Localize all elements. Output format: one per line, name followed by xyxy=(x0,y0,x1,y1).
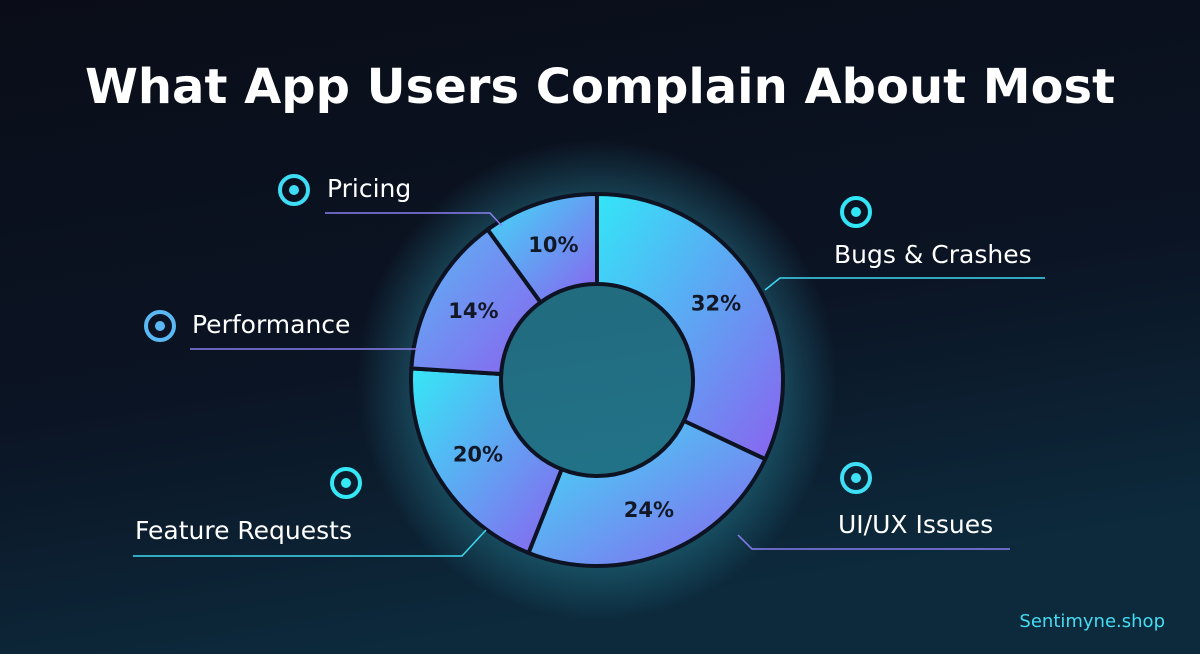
leader-line xyxy=(325,212,503,227)
category-label: Feature Requests xyxy=(135,516,352,545)
category-label: UI/UX Issues xyxy=(838,510,993,539)
category-label: Bugs & Crashes xyxy=(834,240,1032,269)
icon xyxy=(840,462,872,494)
footer: Sentimyne.shop xyxy=(1019,611,1165,632)
donut-slice xyxy=(484,191,599,306)
icon-dot xyxy=(341,478,351,488)
leader-line xyxy=(764,277,1045,291)
value-label: 10% xyxy=(528,233,578,257)
icon-dot xyxy=(851,207,861,217)
donut-slice xyxy=(409,366,565,556)
category-label: Performance xyxy=(192,310,350,339)
icon xyxy=(330,467,362,499)
value-label: 14% xyxy=(448,299,498,323)
donut-slice xyxy=(595,191,785,462)
leader-line xyxy=(133,529,487,557)
icon xyxy=(840,196,872,228)
value-label: 24% xyxy=(624,498,674,522)
icon-dot xyxy=(851,473,861,483)
value-label: 20% xyxy=(453,443,503,467)
icon-dot xyxy=(155,321,165,331)
value-label: 32% xyxy=(691,291,741,315)
leader-line xyxy=(737,534,1010,550)
chart-title: What App Users Complain About Most xyxy=(85,59,1115,115)
donut-slice xyxy=(525,418,768,568)
icon xyxy=(144,310,176,342)
category-label: Pricing xyxy=(327,174,411,203)
icon-dot xyxy=(289,185,299,195)
icon xyxy=(278,174,310,206)
